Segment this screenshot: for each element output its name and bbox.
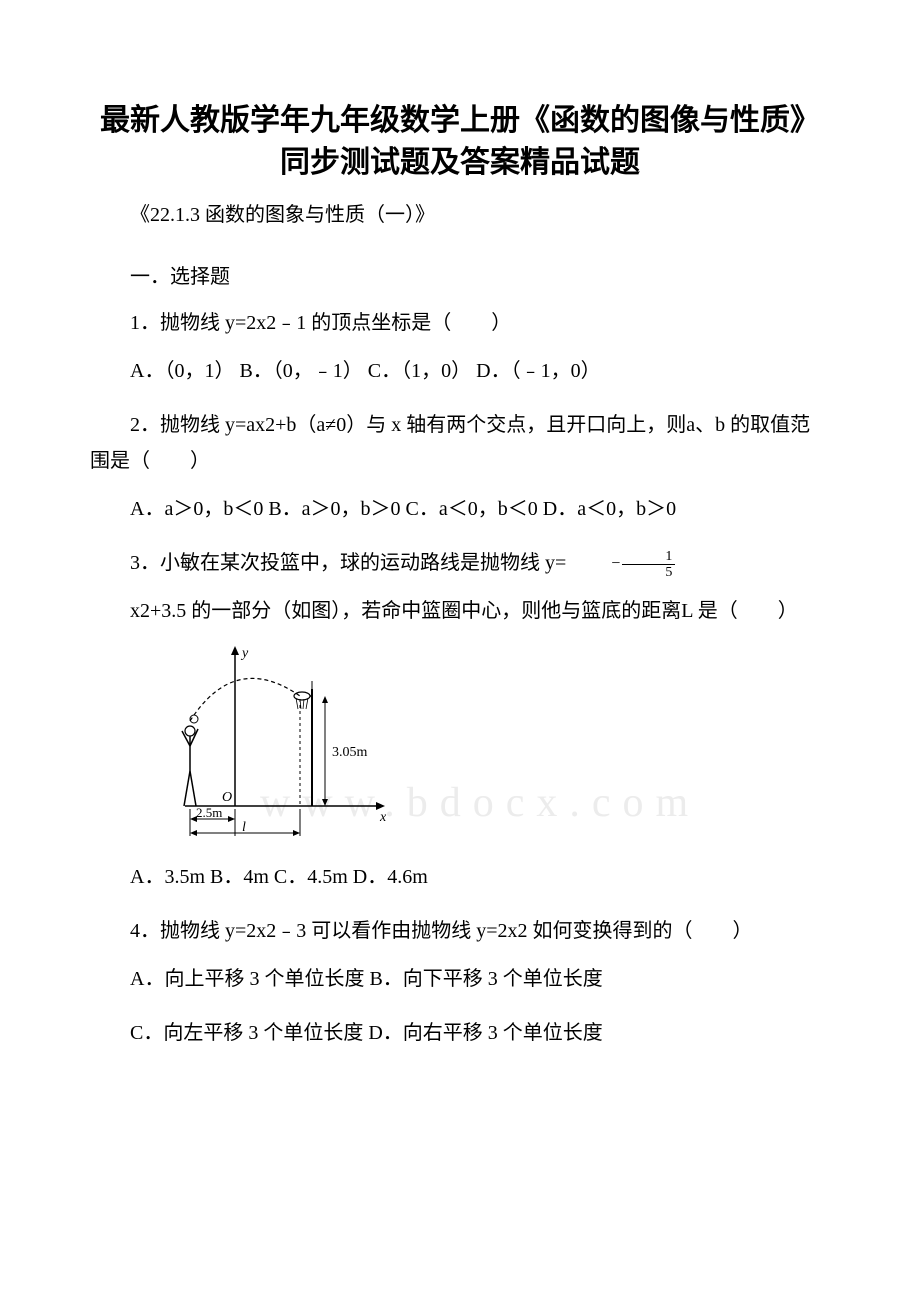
question-4-text: 4．抛物线 y=2x2﹣3 可以看作由抛物线 y=2x2 如何变换得到的（ ） [90,913,830,949]
base-arrow-right [228,816,235,822]
question-3-text-line2: x2+3.5 的一部分（如图），若命中篮圈中心，则他与篮底的距离L 是（ ） [90,593,830,629]
y-axis-label: y [240,646,249,661]
x-axis-label: x [379,810,387,825]
x-axis-arrow [376,802,385,810]
y-axis-arrow [231,646,239,655]
document-subtitle: 《22.1.3 函数的图象与性质（一）》 [90,199,830,231]
question-3-text-line1: 3．小敏在某次投篮中，球的运动路线是抛物线 y= − 1 5 [90,545,830,581]
player-arm-right [190,729,198,746]
minus-sign: − [571,550,620,579]
base-width-label: 2.5m [196,805,222,820]
basketball-svg: y x O 3.05m [180,641,400,841]
fraction-negative-one-fifth: − 1 5 [571,549,675,581]
fraction-denominator: 5 [622,565,675,580]
question-2-options: A．a＞0，b＜0 B．a＞0，b＞0 C．a＜0，b＜0 D．a＜0，b＞0 [90,491,830,527]
trajectory-curve [190,678,300,721]
question-1-options: A．（0，1） B．（0，﹣1） C．（1，0） D．（﹣1，0） [90,353,830,389]
player-head [185,726,195,736]
player-leg-right [190,771,196,806]
height-arrow-top [322,696,328,703]
question-4-options-cd: C．向左平移 3 个单位长度 D．向右平移 3 个单位长度 [90,1015,830,1051]
l-label: l [242,820,246,835]
question-2-text: 2．抛物线 y=ax2+b（a≠0）与 x 轴有两个交点，且开口向上，则a、b … [90,407,830,479]
question-3-options: A．3.5m B．4m C．4.5m D．4.6m [90,859,830,895]
question-4-options-ab: A．向上平移 3 个单位长度 B．向下平移 3 个单位长度 [90,961,830,997]
section-heading: 一．选择题 [90,261,830,293]
l-arrow-right [293,830,300,836]
basketball-diagram: y x O 3.05m [180,641,400,841]
height-label: 3.05m [332,745,368,760]
question-3-line2-body: x2+3.5 的一部分（如图），若命中篮圈中心，则他与篮底的距离L 是（ ） [90,593,798,629]
fraction-body: 1 5 [622,549,675,581]
l-arrow-left [190,830,197,836]
player-leg-left [184,771,190,806]
height-arrow-bottom [322,799,328,806]
question-1-text: 1．抛物线 y=2x2﹣1 的顶点坐标是（ ） [90,305,830,341]
question-3-prefix: 3．小敏在某次投篮中，球的运动路线是抛物线 y= [130,552,566,574]
fraction-numerator: 1 [622,549,675,565]
origin-label: O [222,790,232,805]
document-title: 最新人教版学年九年级数学上册《函数的图像与性质》同步测试题及答案精品试题 [90,100,830,184]
question-2-body: 2．抛物线 y=ax2+b（a≠0）与 x 轴有两个交点，且开口向上，则a、b … [90,407,830,479]
question-4-body: 4．抛物线 y=2x2﹣3 可以看作由抛物线 y=2x2 如何变换得到的（ ） [90,913,753,949]
